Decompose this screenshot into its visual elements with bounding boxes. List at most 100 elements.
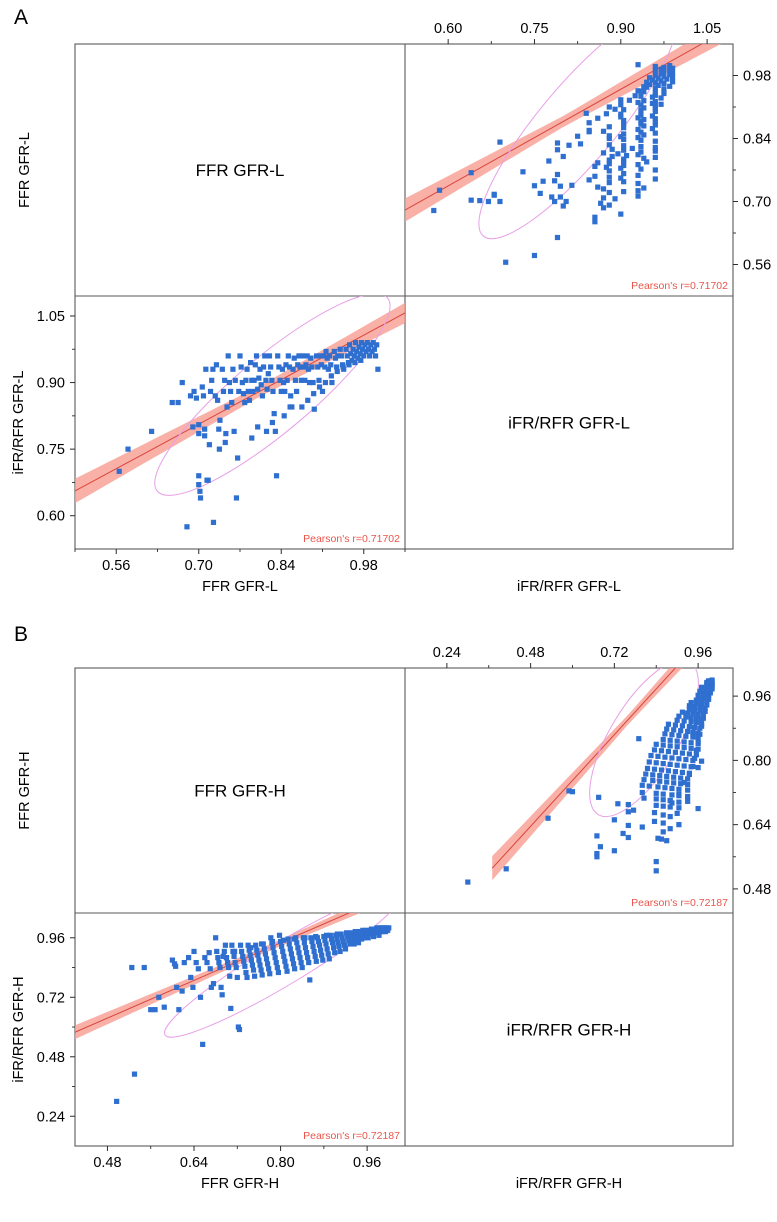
data-point: [315, 364, 321, 370]
data-point: [349, 357, 355, 363]
data-point: [685, 798, 691, 804]
data-point: [240, 953, 246, 959]
data-point: [621, 162, 627, 169]
data-point: [652, 119, 658, 125]
data-point: [569, 789, 576, 795]
matrix-frame: [74, 667, 734, 1147]
data-point: [316, 384, 323, 390]
data-point: [116, 468, 122, 474]
data-point: [188, 974, 194, 981]
data-point: [329, 379, 335, 386]
data-point: [277, 377, 283, 383]
data-point: [376, 932, 382, 938]
data-point: [299, 964, 305, 971]
data-point: [658, 66, 664, 72]
data-point: [693, 700, 699, 706]
data-point: [676, 786, 682, 792]
data-point: [325, 366, 331, 372]
data-point: [227, 973, 233, 979]
data-point: [606, 189, 612, 196]
data-point: [190, 424, 196, 430]
data-point: [705, 678, 712, 684]
data-point: [351, 353, 357, 359]
data-point: [361, 353, 367, 359]
data-point: [286, 364, 293, 370]
data-point: [653, 790, 659, 796]
data-point: [269, 377, 275, 383]
data-point: [520, 169, 526, 175]
data-point: [603, 111, 610, 117]
data-point: [174, 984, 180, 990]
data-point: [653, 802, 659, 808]
data-point: [594, 850, 600, 857]
data-point: [629, 145, 635, 151]
data-point: [222, 377, 228, 383]
data-point: [676, 713, 682, 719]
data-point: [592, 163, 598, 169]
data-point: [662, 731, 668, 737]
data-point: [612, 106, 618, 112]
data-point: [264, 961, 271, 967]
data-point: [257, 962, 263, 968]
data-point: [280, 948, 286, 955]
data-point: [349, 933, 355, 940]
data-point: [303, 950, 310, 956]
data-point: [606, 180, 612, 186]
data-point: [352, 340, 359, 346]
tick-label-right: 0.98: [743, 69, 771, 85]
pearson-annotations-group: Pearson's r=0.71702 Pearson's r=0.71702: [303, 280, 728, 545]
data-point: [306, 959, 312, 966]
data-point: [660, 820, 666, 826]
data-point: [592, 219, 598, 225]
data-point: [319, 952, 325, 958]
data-point: [309, 938, 315, 945]
data-point: [639, 824, 645, 830]
data-point: [695, 805, 701, 812]
regression-line: [75, 913, 351, 1033]
data-point: [609, 146, 615, 152]
data-point: [693, 720, 699, 726]
data-point: [644, 79, 650, 85]
tick-label-bottom: 0.70: [185, 558, 213, 574]
data-point: [255, 424, 261, 430]
data-point: [310, 379, 316, 386]
data-point: [334, 931, 340, 937]
data-point: [586, 120, 592, 126]
data-point: [652, 72, 658, 79]
data-point: [230, 366, 236, 372]
data-point: [311, 406, 317, 412]
data-point: [251, 377, 257, 383]
data-point: [660, 742, 666, 748]
tick-label-left: 1.05: [37, 309, 65, 325]
data-point: [669, 65, 676, 71]
data-point: [204, 959, 210, 966]
data-point: [698, 758, 705, 764]
data-point: [169, 399, 175, 406]
data-point: [301, 940, 307, 946]
data-point: [216, 446, 222, 452]
data-point: [207, 388, 214, 395]
data-point: [282, 958, 288, 964]
data-point: [245, 942, 251, 948]
data-point: [283, 963, 289, 969]
data-point: [667, 761, 673, 767]
data-point: [552, 178, 558, 184]
data-point: [641, 795, 647, 801]
data-point: [271, 411, 277, 417]
data-point: [286, 941, 292, 947]
data-point: [686, 706, 692, 712]
data-point: [667, 63, 673, 69]
data-point: [179, 379, 185, 386]
data-point: [618, 165, 624, 171]
data-point: [638, 108, 644, 114]
data-point: [285, 936, 291, 942]
data-point: [612, 196, 618, 202]
data-point: [246, 397, 253, 403]
data-point: [660, 791, 666, 797]
data-point: [234, 974, 240, 981]
tick-label-right: 0.64: [743, 818, 771, 834]
data-point: [259, 393, 265, 399]
tick-label-bottom: 0.98: [350, 558, 378, 574]
data-point: [623, 153, 630, 159]
splom-panel-a: A FFR GFR-L iFR/RFR GFR-L 0.60 0.75 0.90 1.05…: [11, 6, 771, 595]
